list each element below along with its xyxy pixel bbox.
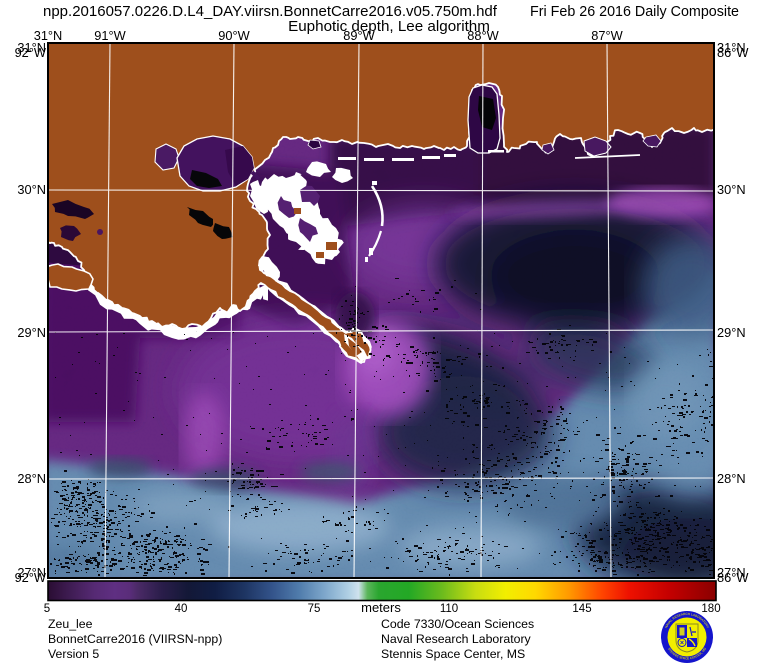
svg-text:29°N: 29°N <box>17 325 46 340</box>
svg-text:Zeu_lee: Zeu_lee <box>48 617 93 631</box>
svg-text:Stennis Space Center, MS: Stennis Space Center, MS <box>381 647 525 661</box>
svg-text:30°N: 30°N <box>17 182 46 197</box>
svg-text:28°N: 28°N <box>717 471 746 486</box>
svg-text:31°N: 31°N <box>34 28 63 43</box>
svg-text:Fri Feb 26 2016 Daily Composit: Fri Feb 26 2016 Daily Composite <box>530 4 739 20</box>
svg-text:90°W: 90°W <box>218 28 250 43</box>
svg-text:Version 5: Version 5 <box>48 647 99 661</box>
svg-text:Code 7330/Ocean Sciences: Code 7330/Ocean Sciences <box>381 617 534 631</box>
svg-text:145: 145 <box>572 603 591 615</box>
svg-text:110: 110 <box>440 603 458 615</box>
svg-text:40: 40 <box>175 603 188 615</box>
svg-text:29°N: 29°N <box>717 325 746 340</box>
svg-text:31°N: 31°N <box>17 40 46 55</box>
svg-text:30°N: 30°N <box>717 182 746 197</box>
svg-text:31°N: 31°N <box>717 40 746 55</box>
svg-text:27°N: 27°N <box>717 565 746 580</box>
svg-text:91°W: 91°W <box>94 28 126 43</box>
svg-text:meters: meters <box>361 600 401 615</box>
svg-text:npp.2016057.0226.D.L4_DAY.viir: npp.2016057.0226.D.L4_DAY.viirsn.BonnetC… <box>43 3 498 20</box>
svg-text:180: 180 <box>701 603 720 615</box>
svg-text:28°N: 28°N <box>17 471 46 486</box>
svg-text:89°W: 89°W <box>343 28 375 43</box>
svg-text:27°N: 27°N <box>17 565 46 580</box>
svg-text:75: 75 <box>308 603 321 615</box>
svg-text:92°W: 92°W <box>15 570 47 585</box>
svg-text:92°W: 92°W <box>15 45 47 60</box>
svg-text:86°W: 86°W <box>717 45 749 60</box>
svg-text:88°W: 88°W <box>467 28 499 43</box>
svg-text:Naval Research Laboratory: Naval Research Laboratory <box>381 632 532 646</box>
svg-text:BonnetCarre2016 (VIIRSN-npp): BonnetCarre2016 (VIIRSN-npp) <box>48 632 222 646</box>
svg-text:86°W: 86°W <box>717 570 749 585</box>
svg-text:Euphotic depth, Lee algorithm: Euphotic depth, Lee algorithm <box>288 18 490 35</box>
svg-text:87°W: 87°W <box>591 28 623 43</box>
svg-text:5: 5 <box>44 603 50 615</box>
